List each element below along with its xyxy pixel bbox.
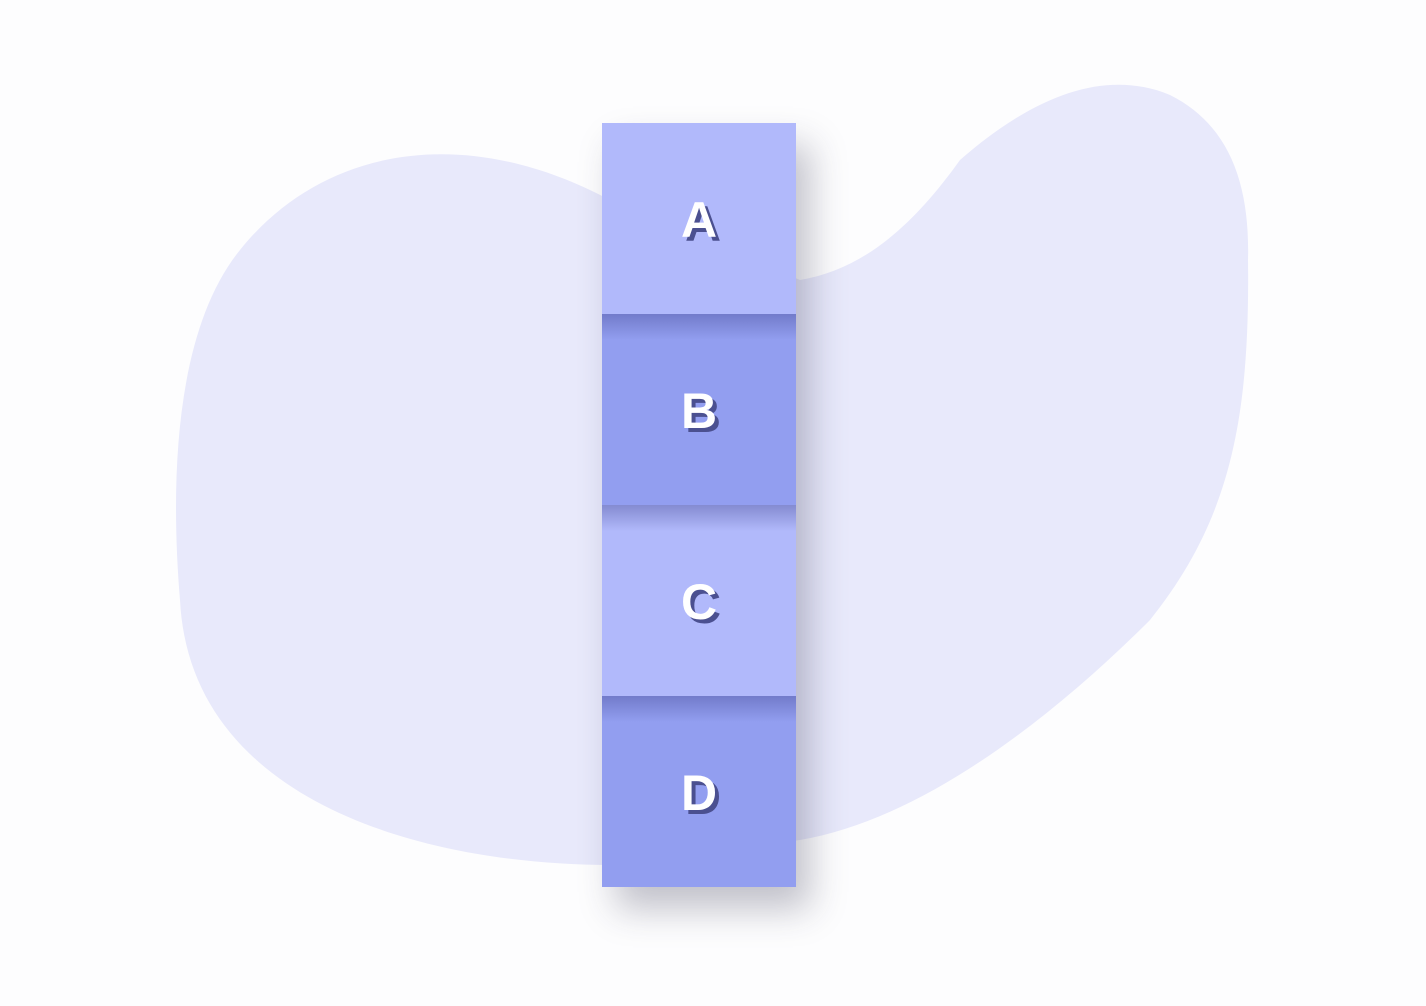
tile-a[interactable]: A — [602, 123, 796, 314]
tile-d-label: D — [680, 764, 718, 821]
tile-d[interactable]: D — [602, 696, 796, 887]
tile-b[interactable]: B — [602, 314, 796, 505]
tile-b-label: B — [680, 382, 718, 439]
tile-a-label: A — [680, 191, 718, 248]
tile-c-label: C — [680, 573, 718, 630]
tile-stack: A B C D — [602, 123, 796, 887]
tile-c[interactable]: C — [602, 505, 796, 696]
